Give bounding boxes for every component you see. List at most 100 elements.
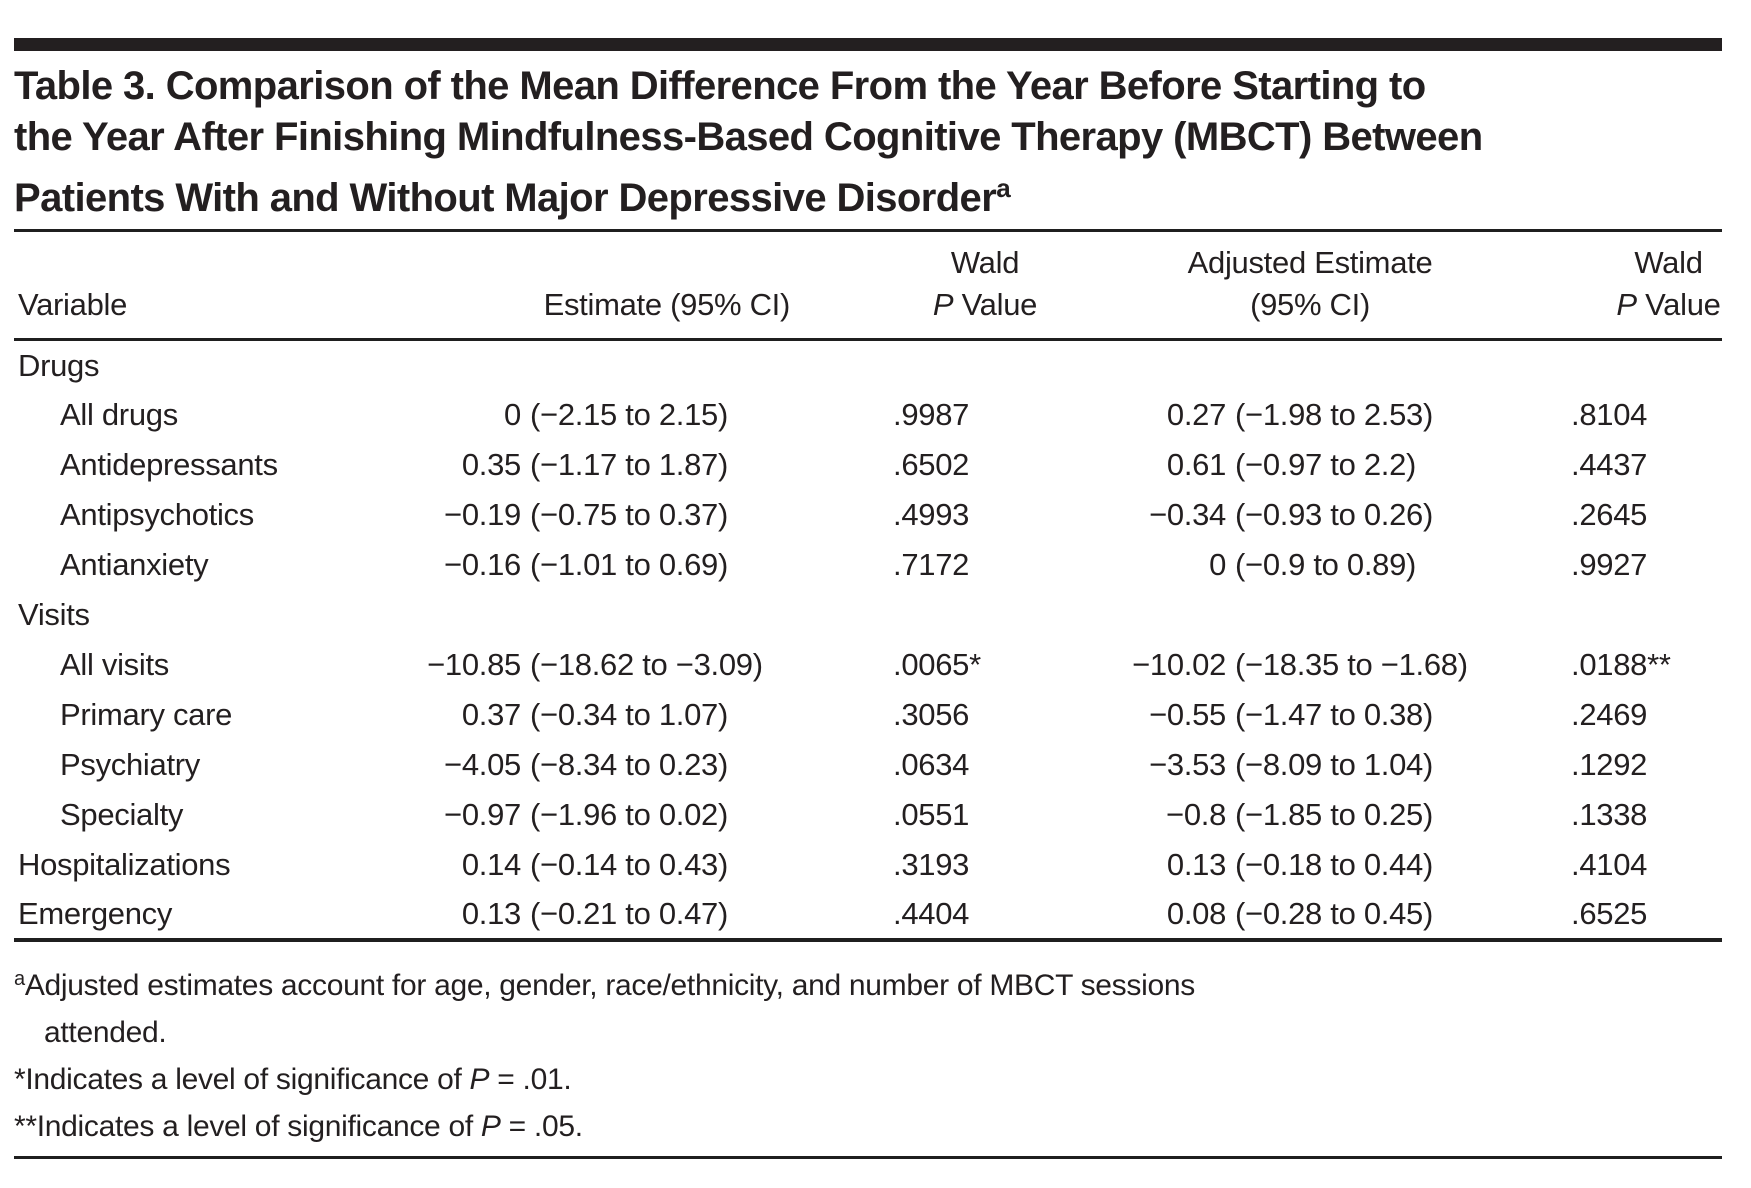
row-label: Specialty [60, 797, 184, 832]
adjusted-estimate-ci: (−1.98 to 2.53) [1235, 397, 1434, 432]
estimate-ci: (−1.96 to 0.02) [530, 797, 728, 832]
table-body: Drugs All drugs 0 (−2.15 to 2.15) .9987 0.27(… [14, 340, 1722, 940]
row-label: Antidepressants [60, 447, 278, 482]
table-row: Emergency 0.13 (−0.21 to 0.47) .4404 0.08 (−0… [14, 890, 1722, 940]
title-line-3: Patients With and Without Major Depressi… [14, 163, 1722, 224]
adjusted-estimate-ci: (−0.9 to 0.89) [1235, 547, 1417, 582]
estimate-value: 0 [504, 397, 521, 432]
adjusted-estimate-label: Adjusted Estimate [1187, 245, 1433, 280]
table-row: Visits [14, 590, 1722, 640]
footnotes: aAdjusted estimates account for age, gen… [14, 956, 1722, 1150]
footnote-double-star-prefix: **Indicates a level of significance of [14, 1109, 481, 1143]
table-row: All visits −10.85 (−18.62 to −3.09) .0065* −… [14, 640, 1722, 690]
adjusted-wald-p-value: .2645 [1571, 497, 1648, 532]
table-header: Variable Estimate (95% CI) Wald P Value … [14, 232, 1723, 341]
row-label: Emergency [18, 896, 173, 931]
wald-p-value: .4404 [893, 896, 970, 931]
adjusted-estimate-ci: (−0.18 to 0.44) [1235, 847, 1434, 882]
column-header-estimate: Estimate (95% CI) [344, 232, 866, 341]
table-row: Antipsychotics −0.19 (−0.75 to 0.37) .4993 −… [14, 490, 1722, 540]
estimate-value: 0.14 [461, 847, 521, 882]
adjusted-wald-p-value: .1292 [1571, 747, 1648, 782]
row-label: Psychiatry [60, 747, 200, 782]
p-value-label-2: P Value [1615, 284, 1722, 326]
estimate-value: 0.13 [461, 896, 521, 931]
page-root: Table 3. Comparison of the Mean Differen… [14, 38, 1723, 1159]
table-header-row: Variable Estimate (95% CI) Wald P Value … [14, 232, 1723, 341]
adjusted-estimate-ci: (−1.85 to 0.25) [1235, 797, 1434, 832]
title-superscript: a [996, 173, 1011, 203]
adjusted-estimate-value: 0.08 [1166, 896, 1227, 931]
title-line-1: Table 3. Comparison of the Mean Differen… [14, 64, 1426, 108]
adjusted-wald-p-value: .1338 [1571, 797, 1648, 832]
value-word-1: Value [953, 287, 1038, 322]
adjusted-estimate-value: −0.34 [1149, 497, 1227, 532]
row-label: Hospitalizations [18, 847, 231, 882]
footnote-a-text: Adjusted estimates account for age, gend… [24, 968, 1195, 1002]
row-label: Primary care [60, 697, 233, 732]
adjusted-wald-p-value: .9927 [1571, 547, 1648, 582]
estimate-value: −0.97 [444, 797, 521, 832]
footnote-double-star-p-italic: P [480, 1109, 501, 1143]
adjusted-wald-p-value: .2469 [1571, 697, 1648, 732]
adjusted-wald-p-value: .6525 [1571, 896, 1648, 931]
adjusted-estimate-ci: (−8.09 to 1.04) [1235, 747, 1434, 782]
wald-p-value: .3193 [893, 847, 970, 882]
footnote-star-p-italic: P [469, 1062, 490, 1096]
wald-p-value: .7172 [893, 547, 970, 582]
row-label: All drugs [60, 397, 178, 432]
wald-label-2: Wald [1634, 245, 1703, 280]
estimate-value: −10.85 [427, 647, 521, 682]
adjusted-estimate-ci: (−18.35 to −1.68) [1235, 647, 1468, 682]
adjusted-estimate-ci: (−0.97 to 2.2) [1235, 447, 1417, 482]
column-header-wald-p-2: Wald P Value [1475, 232, 1723, 341]
comparison-table: Variable Estimate (95% CI) Wald P Value … [14, 232, 1723, 942]
p-value-label-1: P Value [905, 284, 1065, 326]
footnote-significance-05: **Indicates a level of significance of P… [14, 1103, 1722, 1150]
value-word-2: Value [1636, 287, 1721, 322]
column-header-estimate-label: Estimate (95% CI) [543, 287, 791, 322]
adjusted-wald-p-value: .0188** [1571, 647, 1671, 682]
wald-p-value: .0065* [893, 647, 981, 682]
adjusted-estimate-ci: (−0.28 to 0.45) [1235, 896, 1434, 931]
footnote-star-suffix: = .01. [489, 1062, 572, 1096]
footnote-a-continued: attended. [44, 1015, 167, 1049]
estimate-ci: (−0.34 to 1.07) [530, 697, 728, 732]
section-label: Visits [18, 597, 90, 632]
row-label: Antipsychotics [60, 497, 254, 532]
table-row: Drugs [14, 340, 1722, 390]
adjusted-estimate-value: −0.55 [1149, 697, 1227, 732]
section-label: Drugs [18, 347, 100, 383]
table-row: All drugs 0 (−2.15 to 2.15) .9987 0.27 (−1.98… [14, 390, 1722, 440]
estimate-ci: (−2.15 to 2.15) [530, 397, 728, 432]
adjusted-estimate-ci: (−1.47 to 0.38) [1235, 697, 1434, 732]
estimate-ci: (−0.21 to 0.47) [530, 896, 728, 931]
wald-p-value: .3056 [893, 697, 970, 732]
estimate-value: −0.16 [444, 547, 521, 582]
adjusted-estimate-ci: (−0.93 to 0.26) [1235, 497, 1434, 532]
wald-label-1: Wald [950, 245, 1020, 280]
column-header-wald-p-1: Wald P Value [865, 232, 1066, 341]
estimate-ci: (−1.01 to 0.69) [530, 547, 728, 582]
adjusted-estimate-value: 0 [1209, 547, 1227, 582]
estimate-ci: (−0.14 to 0.43) [530, 847, 728, 882]
adjusted-wald-p-value: .8104 [1571, 397, 1648, 432]
adjusted-wald-p-value: .4437 [1571, 447, 1648, 482]
table-row: Antianxiety −0.16 (−1.01 to 0.69) .7172 0 (−0… [14, 540, 1722, 590]
estimate-ci: (−0.75 to 0.37) [530, 497, 728, 532]
wald-p-value: .9987 [893, 397, 970, 432]
p-italic-1: P [932, 287, 954, 322]
estimate-ci: (−18.62 to −3.09) [530, 647, 763, 682]
estimate-ci: (−8.34 to 0.23) [530, 747, 728, 782]
column-header-variable: Variable [14, 232, 344, 341]
footnote-star-prefix: *Indicates a level of significance of [14, 1062, 470, 1096]
column-header-adjusted-estimate: Adjusted Estimate (95% CI) [1065, 232, 1476, 341]
estimate-ci: (−1.17 to 1.87) [530, 447, 728, 482]
row-label: All visits [60, 647, 169, 682]
adjusted-estimate-value: −0.8 [1166, 797, 1227, 832]
table-row: Primary care 0.37 (−0.34 to 1.07) .3056 −0.5… [14, 690, 1722, 740]
adjusted-ci-label: (95% CI) [1250, 287, 1370, 322]
table-row: Psychiatry −4.05 (−8.34 to 0.23) .0634 −3.53… [14, 740, 1722, 790]
header-top-rule [14, 229, 1722, 232]
wald-p-value: .0551 [893, 797, 970, 832]
